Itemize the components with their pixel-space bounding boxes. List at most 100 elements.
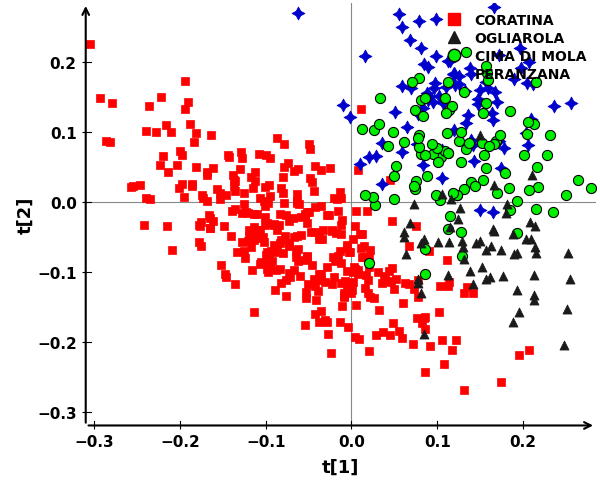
Point (247, 267, 257, 275)
Point (532, 206, 541, 214)
Point (239, 190, 248, 198)
Point (347, 289, 356, 297)
Point (250, 168, 259, 176)
Point (391, 275, 400, 283)
Point (466, 71, 475, 79)
Point (445, 107, 454, 114)
Point (419, 314, 429, 322)
Point (449, 127, 459, 134)
Point (417, 319, 427, 327)
Point (414, 144, 424, 151)
Point (241, 254, 250, 262)
Point (524, 347, 534, 354)
Point (232, 249, 241, 256)
Point (224, 153, 233, 161)
Point (350, 265, 360, 273)
Point (365, 294, 375, 301)
Point (416, 240, 426, 247)
Point (491, 138, 500, 145)
Point (494, 138, 504, 145)
Point (493, 99, 502, 107)
Point (355, 161, 365, 168)
Point (509, 76, 519, 84)
Point (350, 334, 359, 341)
Point (179, 193, 189, 201)
Point (95, 95, 104, 103)
Point (399, 229, 409, 237)
Point (365, 247, 374, 254)
Point (489, 141, 499, 149)
Point (183, 98, 193, 106)
Point (466, 65, 475, 73)
Point (391, 163, 401, 170)
Point (500, 170, 510, 178)
Point (478, 110, 488, 118)
Point (394, 327, 404, 335)
Point (279, 200, 289, 208)
Point (464, 140, 474, 147)
Point (313, 288, 322, 295)
Point (374, 306, 383, 314)
Point (532, 79, 541, 87)
Point (478, 177, 487, 184)
Point (499, 272, 508, 280)
Point (270, 248, 280, 256)
Point (357, 230, 367, 238)
Point (285, 274, 295, 281)
Point (296, 232, 305, 240)
Point (205, 225, 214, 232)
Point (449, 190, 458, 197)
Point (364, 347, 373, 355)
Point (483, 77, 493, 84)
Point (457, 253, 466, 261)
Point (301, 294, 310, 302)
Point (265, 181, 274, 189)
Point (279, 164, 289, 171)
Point (336, 231, 346, 239)
Point (344, 281, 353, 288)
Point (197, 243, 206, 251)
Point (189, 139, 199, 146)
Point (494, 52, 503, 60)
Point (269, 221, 278, 228)
Point (244, 210, 253, 217)
Point (246, 174, 256, 182)
Point (261, 152, 271, 160)
Point (337, 222, 346, 229)
Point (205, 215, 215, 223)
Point (453, 216, 463, 223)
Point (334, 208, 343, 216)
Point (245, 231, 255, 239)
Point (532, 249, 541, 257)
Point (302, 288, 311, 296)
Point (228, 172, 238, 180)
Point (385, 177, 395, 185)
Point (244, 238, 253, 246)
Point (394, 12, 404, 19)
Point (512, 197, 522, 205)
Point (310, 311, 320, 319)
Point (514, 352, 524, 360)
Point (524, 186, 534, 194)
Point (335, 248, 345, 255)
Point (357, 126, 367, 134)
Point (495, 132, 505, 140)
Point (387, 265, 397, 273)
Point (280, 141, 289, 148)
Point (322, 319, 332, 326)
Point (407, 79, 417, 87)
Point (465, 267, 475, 275)
Point (413, 293, 423, 301)
Point (481, 100, 491, 108)
Point (423, 64, 433, 72)
Point (265, 193, 275, 201)
Point (436, 154, 446, 162)
Point (254, 227, 263, 234)
Point (445, 213, 455, 221)
Point (549, 103, 559, 111)
Point (293, 245, 303, 253)
Point (479, 152, 489, 160)
Point (415, 132, 424, 140)
Point (431, 16, 440, 24)
Point (377, 180, 387, 188)
